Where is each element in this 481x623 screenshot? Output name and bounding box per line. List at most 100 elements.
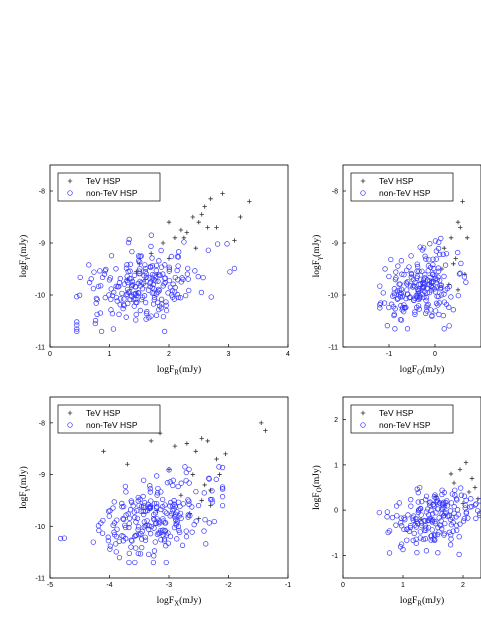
non-tev-hsp-point	[432, 273, 438, 279]
non-tev-hsp-point	[231, 265, 238, 272]
non-tev-hsp-point	[107, 508, 113, 514]
non-tev-hsp-point	[151, 500, 158, 507]
non-tev-hsp-point	[401, 302, 407, 308]
non-tev-hsp-point	[151, 553, 157, 559]
non-tev-hsp-point	[146, 523, 152, 529]
non-tev-hsp-point	[61, 535, 68, 541]
non-tev-hsp-point	[450, 307, 456, 313]
non-tev-hsp-point	[147, 531, 154, 537]
non-tev-hsp-point	[139, 536, 145, 542]
non-tev-hsp-point	[451, 504, 457, 510]
tev-hsp-point	[166, 467, 172, 472]
non-tev-hsp-point	[468, 496, 474, 502]
non-tev-hsp-point	[432, 238, 439, 244]
tev-hsp-point	[214, 456, 219, 462]
non-tev-hsp-point	[137, 551, 144, 557]
y-tick-label: 0	[334, 508, 338, 515]
non-tev-hsp-point	[163, 302, 169, 308]
tev-hsp-point	[193, 246, 198, 251]
non-tev-hsp-point	[449, 514, 455, 521]
non-tev-hsp-point	[134, 508, 140, 514]
non-tev-hsp-point	[102, 294, 108, 301]
non-tev-hsp-point	[431, 501, 437, 507]
non-tev-hsp-point	[91, 269, 97, 275]
y-tick-label: -11	[35, 576, 45, 583]
non-tev-hsp-point	[475, 508, 481, 514]
non-tev-hsp-point	[166, 467, 172, 473]
non-tev-hsp-point	[423, 295, 430, 301]
non-tev-hsp-point	[142, 523, 149, 529]
non-tev-hsp-point	[147, 280, 153, 286]
x-tick-label: 0	[433, 351, 437, 358]
non-tev-hsp-point	[186, 480, 192, 486]
x-tick-label: -5	[47, 582, 53, 589]
y-tick-label: -9	[39, 241, 45, 248]
non-tev-hsp-point	[377, 305, 383, 311]
non-tev-hsp-point	[135, 498, 141, 504]
non-tev-hsp-point	[106, 513, 112, 519]
non-tev-hsp-point	[408, 270, 414, 277]
non-tev-hsp-point	[151, 286, 157, 292]
non-tev-hsp-point	[135, 280, 141, 287]
non-tev-hsp-point	[390, 293, 396, 299]
non-tev-hsp-point	[435, 274, 441, 280]
non-tev-hsp-point	[392, 326, 398, 332]
non-tev-hsp-point	[128, 276, 134, 282]
tev-hsp-point	[205, 438, 210, 444]
non-tev-hsp-point	[148, 232, 154, 238]
y-tick-label: -10	[328, 293, 338, 300]
non-tev-hsp-point	[425, 263, 432, 269]
non-tev-hsp-point	[121, 516, 127, 523]
non-tev-hsp-point	[127, 268, 133, 274]
non-tev-hsp-point	[398, 317, 405, 323]
x-axis-label: logFX(mJy)	[157, 595, 202, 608]
non-tev-hsp-point	[418, 512, 424, 518]
non-tev-hsp-point	[403, 280, 409, 286]
non-tev-hsp-point	[433, 256, 439, 262]
non-tev-hsp-point	[135, 290, 141, 296]
non-tev-hsp-point	[422, 496, 429, 503]
x-tick-label: 0	[48, 351, 52, 358]
non-tev-hsp-point	[185, 276, 191, 282]
non-tev-hsp-point	[442, 262, 449, 268]
scatter-panel-3: -5 -4 -3 -2 -1 -8 -9 -10 -11 logFX(mJy) logFγ(mJy)…	[18, 396, 291, 608]
non-tev-hsp-point	[169, 511, 175, 517]
y-tick-label: -1	[332, 553, 338, 560]
non-tev-hsp-point	[192, 268, 198, 274]
non-tev-hsp-point	[151, 294, 158, 301]
non-tev-hsp-point	[163, 543, 169, 549]
non-tev-hsp-point	[149, 255, 155, 261]
non-tev-hsp-point	[90, 285, 97, 292]
non-tev-hsp-point	[172, 284, 178, 291]
non-tev-hsp-point	[160, 283, 166, 289]
non-tev-hsp-point	[110, 522, 116, 528]
non-tev-hsp-point	[404, 537, 410, 543]
legend-tev-hsp-label: TeV HSP	[86, 176, 121, 186]
non-tev-hsp-point	[163, 307, 170, 314]
legend-non-tev-hsp-label: non-TeV HSP	[379, 188, 431, 198]
non-tev-hsp-point	[377, 283, 383, 289]
non-tev-hsp-point	[86, 279, 93, 286]
non-tev-hsp-point	[183, 469, 189, 476]
non-tev-hsp-point	[391, 311, 398, 317]
tev-hsp-point	[160, 240, 166, 246]
non-tev-hsp-point	[126, 550, 132, 556]
non-tev-hsp-point	[144, 518, 150, 524]
non-tev-hsp-point	[195, 502, 202, 509]
non-tev-hsp-point	[135, 494, 141, 501]
tev-hsp-point	[460, 199, 465, 204]
non-tev-hsp-point	[206, 520, 212, 526]
legend: TeV HSP non-TeV HSP	[57, 172, 161, 202]
tev-hsp-point	[101, 449, 106, 454]
non-tev-hsp-point	[161, 538, 168, 544]
legend-tev-hsp-marker	[360, 178, 366, 184]
tev-hsp-point	[196, 220, 201, 225]
non-tev-hsp-point	[161, 328, 168, 335]
non-tev-hsp-point	[441, 291, 447, 297]
non-tev-hsp-point	[195, 273, 201, 280]
non-tev-hsp-point	[415, 499, 421, 505]
non-tev-hsp-point	[448, 294, 454, 300]
non-tev-hsp-point	[208, 294, 214, 300]
non-tev-hsp-point	[436, 300, 443, 306]
non-tev-hsp-point	[135, 258, 142, 264]
